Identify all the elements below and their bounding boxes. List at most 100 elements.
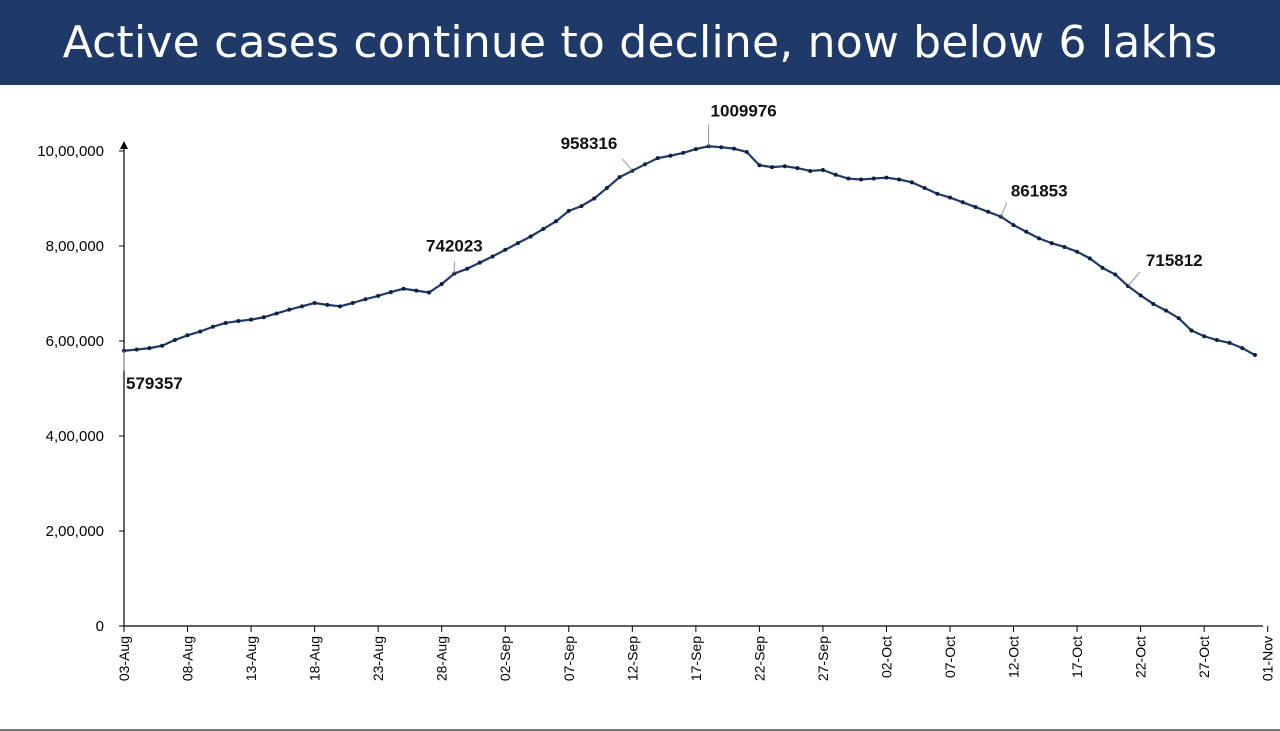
y-tick-label: 2,00,000 bbox=[46, 523, 104, 540]
data-point bbox=[1011, 223, 1016, 228]
data-point bbox=[655, 156, 660, 161]
data-point bbox=[1049, 241, 1054, 246]
data-point bbox=[185, 333, 190, 338]
y-tick-label: 10,00,000 bbox=[37, 143, 104, 160]
data-point bbox=[210, 324, 215, 329]
x-tick-label: 12-Sep bbox=[624, 636, 640, 681]
data-point bbox=[477, 260, 482, 265]
data-point bbox=[681, 150, 686, 155]
data-point bbox=[426, 290, 431, 295]
data-label: 715812 bbox=[1146, 251, 1203, 270]
data-point bbox=[1100, 265, 1105, 270]
data-point bbox=[414, 288, 419, 293]
data-point bbox=[1227, 340, 1232, 345]
data-point bbox=[897, 177, 902, 182]
x-tick-label: 17-Oct bbox=[1069, 636, 1085, 678]
data-point bbox=[388, 290, 393, 295]
data-point bbox=[757, 163, 762, 168]
data-point bbox=[986, 209, 991, 214]
data-point bbox=[198, 329, 203, 334]
data-point bbox=[973, 205, 978, 210]
data-point bbox=[350, 301, 355, 305]
data-label: 57045 bbox=[1218, 85, 1265, 89]
data-labels: 579357 742023 958316 1009976 861853 715812 570… bbox=[123, 85, 1266, 393]
data-point bbox=[846, 176, 851, 181]
x-tick-label: 17-Sep bbox=[688, 636, 704, 681]
data-label: 579357 bbox=[126, 374, 183, 393]
chart-axes bbox=[120, 141, 1263, 627]
data-point bbox=[871, 176, 876, 181]
x-tick-label: 12-Oct bbox=[1006, 636, 1022, 678]
data-point bbox=[465, 266, 470, 271]
data-label-leader bbox=[621, 158, 633, 172]
data-point bbox=[338, 304, 343, 309]
series-line bbox=[123, 145, 1256, 356]
x-tick-label: 22-Sep bbox=[751, 636, 767, 681]
x-tick-label: 18-Aug bbox=[307, 636, 323, 681]
x-tick-label: 02-Oct bbox=[878, 636, 894, 678]
page-title: Active cases continue to decline, now be… bbox=[62, 17, 1218, 68]
data-label: 861853 bbox=[1011, 182, 1068, 201]
data-point bbox=[249, 317, 254, 322]
data-point bbox=[274, 311, 279, 316]
data-point bbox=[693, 147, 698, 152]
y-axis-ticks: 0 2,00,000 4,00,000 6,00,000 8,00,000 10,00,0… bbox=[37, 143, 124, 635]
data-point bbox=[770, 165, 775, 170]
data-point bbox=[1189, 328, 1194, 333]
data-point bbox=[643, 162, 648, 167]
data-point bbox=[1087, 256, 1092, 261]
data-point bbox=[795, 166, 800, 171]
y-axis-arrow bbox=[120, 141, 128, 149]
data-point bbox=[160, 343, 165, 348]
data-point bbox=[935, 191, 940, 196]
data-point bbox=[528, 234, 533, 239]
data-point bbox=[261, 315, 266, 320]
x-tick-label: 01-Nov bbox=[1260, 636, 1276, 681]
x-axis-ticks: 03-Aug 08-Aug 13-Aug 18-Aug 23-Aug 28-Aug 02-S… bbox=[116, 626, 1276, 681]
data-point bbox=[490, 254, 495, 259]
data-point bbox=[287, 307, 292, 312]
data-point bbox=[1202, 334, 1207, 339]
title-banner: Active cases continue to decline, now be… bbox=[0, 0, 1280, 85]
data-point bbox=[554, 219, 559, 224]
x-tick-label: 03-Aug bbox=[116, 636, 132, 681]
data-label: 958316 bbox=[561, 134, 618, 153]
data-point bbox=[1075, 249, 1080, 254]
data-point bbox=[1036, 236, 1041, 241]
data-point bbox=[1151, 301, 1156, 306]
data-point bbox=[922, 186, 927, 191]
data-point bbox=[1024, 229, 1029, 234]
data-label-leader bbox=[1127, 271, 1141, 287]
data-point bbox=[515, 241, 520, 246]
data-point bbox=[1253, 353, 1257, 358]
active-cases-line-chart: 0 2,00,000 4,00,000 6,00,000 8,00,000 10,00,0… bbox=[37, 85, 1276, 681]
data-point bbox=[668, 153, 673, 158]
x-tick-label: 27-Sep bbox=[815, 636, 831, 681]
y-tick-label: 8,00,000 bbox=[46, 238, 104, 255]
x-tick-label: 07-Oct bbox=[942, 636, 958, 678]
data-point bbox=[1164, 308, 1169, 313]
bottom-divider bbox=[0, 729, 1280, 731]
data-point bbox=[884, 175, 889, 180]
data-point bbox=[820, 168, 825, 172]
data-point bbox=[503, 247, 508, 252]
data-point bbox=[439, 282, 444, 286]
data-point bbox=[223, 320, 228, 325]
y-tick-label: 0 bbox=[96, 618, 104, 635]
x-tick-label: 23-Aug bbox=[370, 636, 386, 681]
data-point bbox=[401, 286, 406, 291]
x-tick-label: 08-Aug bbox=[180, 636, 196, 681]
y-tick-label: 4,00,000 bbox=[46, 428, 104, 445]
series-active-cases bbox=[122, 144, 1257, 358]
data-point bbox=[312, 301, 317, 305]
data-point bbox=[909, 180, 914, 185]
data-point bbox=[1176, 316, 1181, 321]
data-point bbox=[363, 297, 368, 302]
data-point bbox=[236, 319, 241, 324]
y-tick-label: 6,00,000 bbox=[46, 333, 104, 350]
data-point bbox=[782, 164, 787, 169]
data-point bbox=[1214, 338, 1219, 343]
data-point bbox=[1062, 244, 1067, 249]
data-point bbox=[325, 302, 330, 307]
data-point bbox=[808, 168, 813, 173]
